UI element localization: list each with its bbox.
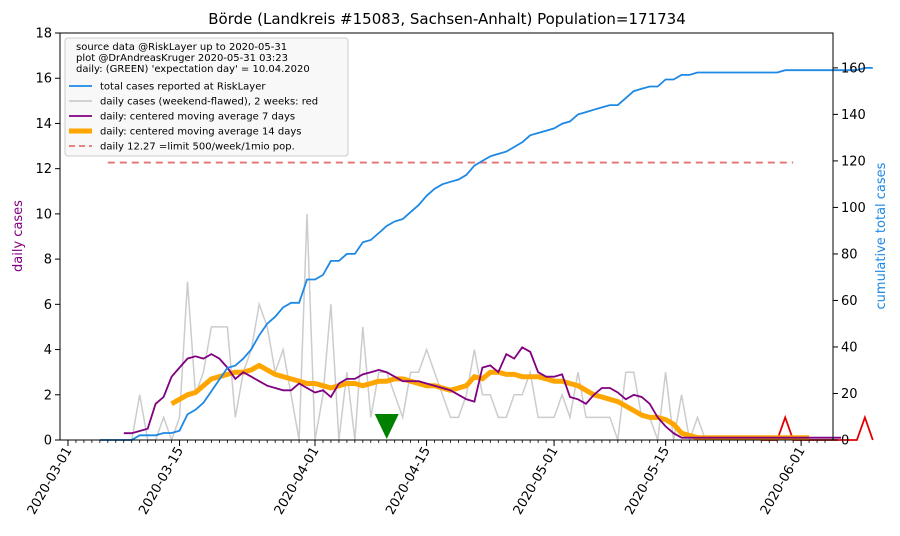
x-tick-label: 2020-04-15: [383, 445, 434, 518]
y-tick-label-left: 16: [35, 72, 52, 87]
y-tick-label-left: 8: [44, 253, 52, 268]
chart-title: Börde (Landkreis #15083, Sachsen-Anhalt)…: [208, 10, 686, 28]
legend: source data @RiskLayer up to 2020-05-31p…: [64, 37, 349, 157]
total-cases-line: [99, 67, 873, 441]
y-tick-label-right: 40: [841, 340, 858, 355]
y-tick-label-left: 2: [44, 388, 52, 403]
y-tick-label-right: 140: [841, 108, 866, 123]
y-axis-label-left: daily cases: [11, 200, 26, 272]
plot-frame: [59, 32, 834, 441]
y-tick-label-left: 0: [44, 434, 52, 449]
y-tick-label-right: 120: [841, 154, 866, 169]
legend-info-line: source data @RiskLayer up to 2020-05-31: [76, 42, 287, 53]
daily-cases-line: [99, 213, 762, 443]
y-tick-label-left: 6: [44, 298, 52, 313]
y-tick-label-left: 4: [44, 343, 52, 358]
y-tick-label-right: 60: [841, 294, 858, 309]
ma7-line: [123, 346, 841, 439]
y-tick-label-right: 80: [841, 247, 858, 262]
y-tick-label-right: 160: [841, 61, 866, 76]
x-tick-label: 2020-05-15: [622, 445, 673, 518]
expectation-day-marker: [374, 414, 399, 439]
x-tick-label: 2020-05-01: [511, 445, 562, 518]
legend-label: daily: centered moving average 7 days: [100, 112, 295, 123]
legend-box: [64, 37, 349, 157]
x-tick-label: 2020-03-01: [25, 445, 76, 518]
y-tick-label-right: 100: [841, 201, 866, 216]
legend-info-line: daily: (GREEN) 'expectation day' = 10.04…: [76, 64, 310, 75]
y-axis-label-right: cumulative total cases: [874, 162, 889, 309]
x-tick-label: 2020-03-15: [136, 445, 187, 518]
y-tick-label-left: 10: [35, 207, 52, 222]
legend-label: total cases reported at RiskLayer: [100, 82, 266, 93]
y-tick-label-right: 0: [841, 434, 849, 449]
x-tick-label: 2020-06-01: [758, 445, 809, 518]
legend-info-line: plot @DrAndreasKruger 2020-05-31 03:23: [76, 53, 288, 64]
y-tick-label-left: 12: [35, 162, 52, 177]
y-tick-label-right: 20: [841, 387, 858, 402]
y-tick-label-left: 14: [35, 117, 52, 132]
legend-label: daily cases (weekend-flawed), 2 weeks: r…: [100, 97, 318, 108]
legend-label: daily 12.27 =limit 500/week/1mio pop.: [100, 142, 295, 153]
y-tick-label-left: 18: [35, 27, 52, 42]
legend-label: daily: centered moving average 14 days: [100, 127, 301, 138]
x-tick-label: 2020-04-01: [272, 445, 323, 518]
